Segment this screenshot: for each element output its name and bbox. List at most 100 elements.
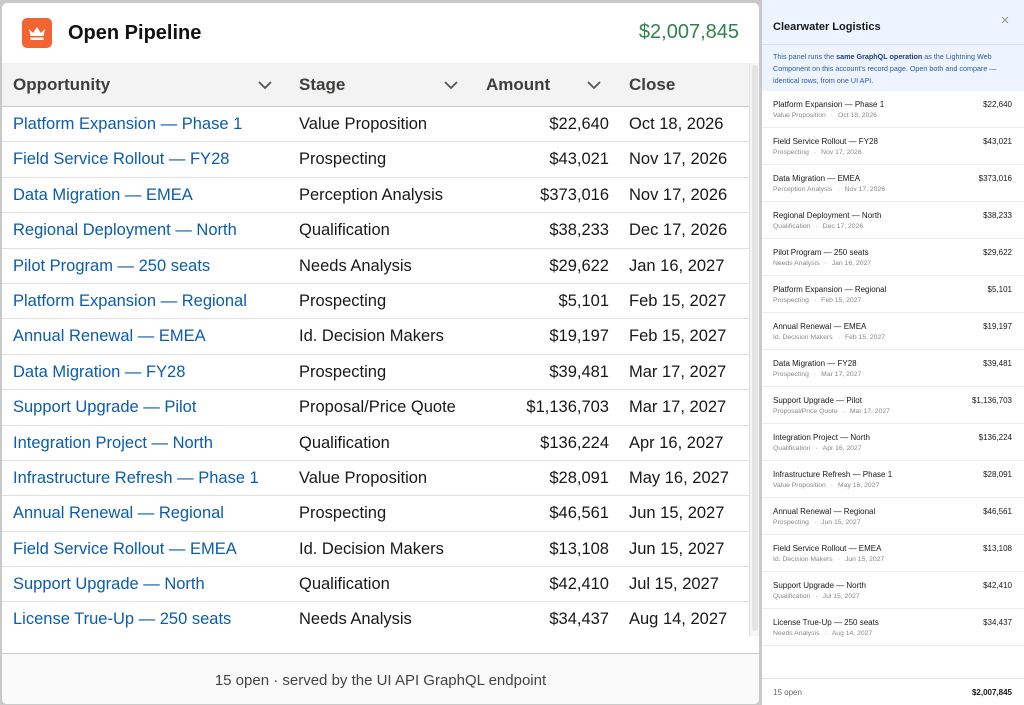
close-date-cell: Feb 15, 2027	[629, 327, 727, 346]
note-text: This panel runs the	[773, 52, 837, 61]
list-item-stage: Perception Analysis	[773, 186, 833, 193]
opportunity-link[interactable]: Pilot Program — 250 seats	[13, 256, 211, 275]
list-item-amount: $38,233	[983, 211, 1012, 220]
column-header-amount[interactable]: Amount	[486, 63, 550, 107]
table-body: Platform Expansion — Phase 1 Value Propos…	[2, 107, 749, 638]
close-icon[interactable]	[1000, 12, 1010, 24]
stage-cell: Proposal/Price Quote	[299, 398, 456, 417]
close-date-cell: Nov 17, 2026	[629, 185, 728, 204]
list-item-stage: Qualification	[773, 593, 811, 600]
list-item: Platform Expansion — Phase 1 Value Propos…	[762, 91, 1024, 128]
list-item-amount: $13,108	[983, 544, 1012, 553]
list-item-close: Feb 15, 2027	[844, 334, 886, 341]
list-item-meta: Qualification · Jul 15, 2027	[773, 593, 860, 600]
list-item-meta: Needs Analysis · Jan 16, 2027	[773, 260, 871, 267]
opportunity-link[interactable]: License True-Up — 250 seats	[13, 610, 232, 629]
table-row: Regional Deployment — North Qualification…	[2, 213, 749, 249]
list-item-meta: Value Proposition · May 16, 2027	[773, 482, 879, 489]
opportunity-link[interactable]: Integration Project — North	[13, 433, 213, 452]
list-item-name: License True-Up — 250 seats	[773, 618, 879, 627]
close-date-cell: Aug 14, 2027	[629, 610, 728, 629]
close-date-cell: Jul 15, 2027	[629, 575, 719, 594]
opportunity-link[interactable]: Annual Renewal — EMEA	[13, 327, 206, 346]
opportunity-link[interactable]: Support Upgrade — Pilot	[13, 398, 197, 417]
meta-separator: ·	[813, 297, 817, 304]
list-item-name: Regional Deployment — North	[773, 211, 882, 220]
meta-separator: ·	[815, 593, 818, 600]
meta-separator: ·	[813, 519, 817, 526]
opportunity-link[interactable]: Platform Expansion — Phase 1	[13, 115, 243, 133]
stage-cell: Value Proposition	[299, 115, 428, 133]
amount-cell: $34,437	[549, 610, 609, 629]
pipeline-card: Open Pipeline $2,007,845 Opportunity Sta…	[1, 2, 760, 705]
card-title: Open Pipeline	[68, 22, 202, 44]
amount-cell: $22,640	[549, 115, 609, 133]
list-item-close: Jun 15, 2027	[844, 556, 885, 563]
opportunity-link[interactable]: Data Migration — EMEA	[13, 185, 193, 204]
opportunity-link[interactable]: Data Migration — FY28	[13, 362, 186, 381]
meta-separator: ·	[830, 112, 834, 119]
stage-cell: Needs Analysis	[299, 610, 412, 629]
close-date-cell: Mar 17, 2027	[629, 362, 727, 381]
stage-cell: Id. Decision Makers	[299, 539, 444, 558]
list-item: Support Upgrade — North Qualification · Jul…	[762, 572, 1024, 609]
list-item-stage: Proposal/Price Quote	[773, 408, 838, 415]
list-item-meta: Qualification · Dec 17, 2026	[773, 223, 863, 230]
chevron-down-icon[interactable]	[256, 63, 274, 107]
column-header-opportunity[interactable]: Opportunity	[13, 63, 110, 107]
vertical-scrollbar[interactable]	[749, 63, 759, 636]
list-item-amount: $5,101	[987, 285, 1012, 294]
list-item: License True-Up — 250 seats Needs Analysi…	[762, 609, 1024, 646]
list-item-meta: Id. Decision Makers · Jun 15, 2027	[773, 556, 884, 563]
table-row: Platform Expansion — Regional Prospecting…	[2, 284, 749, 320]
meta-separator: ·	[813, 371, 817, 378]
opportunity-link[interactable]: Annual Renewal — Regional	[13, 504, 224, 523]
stage-cell: Needs Analysis	[299, 256, 412, 275]
list-item-amount: $136,224	[978, 433, 1012, 442]
opportunity-link[interactable]: Regional Deployment — North	[13, 221, 237, 240]
opportunity-link[interactable]: Platform Expansion — Regional	[13, 291, 247, 310]
table-row: Platform Expansion — Phase 1 Value Propos…	[2, 107, 749, 143]
panel-title: Clearwater Logistics	[773, 21, 881, 33]
list-item-close: Mar 17, 2027	[821, 371, 862, 378]
close-date-cell: Mar 17, 2027	[629, 398, 727, 417]
list-item: Field Service Rollout — FY28 Prospecting ·…	[762, 128, 1024, 165]
opportunity-link[interactable]: Field Service Rollout — FY28	[13, 150, 230, 169]
opportunity-link[interactable]: Support Upgrade — North	[13, 575, 205, 594]
list-item-meta: Prospecting · Nov 17, 2026	[773, 149, 862, 156]
panel-note: This panel runs the same GraphQL operati…	[762, 45, 1024, 91]
amount-cell: $19,197	[549, 327, 609, 346]
close-date-cell: Apr 16, 2027	[629, 433, 724, 452]
column-label: Opportunity	[13, 75, 111, 94]
stage-cell: Qualification	[299, 433, 390, 452]
meta-separator: ·	[815, 223, 818, 230]
column-header-close[interactable]: Close	[629, 63, 675, 107]
panel-header: Clearwater Logistics	[762, 0, 1024, 45]
table-row: Annual Renewal — EMEA Id. Decision Makers…	[2, 319, 749, 355]
close-date-cell: Feb 15, 2027	[629, 291, 727, 310]
amount-cell: $1,136,703	[526, 398, 609, 417]
meta-separator: ·	[837, 186, 840, 193]
chevron-down-icon[interactable]	[585, 63, 603, 107]
scrollbar-thumb[interactable]	[752, 65, 758, 631]
list-item-amount: $19,197	[983, 322, 1012, 331]
list-item: Pilot Program — 250 seats Needs Analysis ·…	[762, 239, 1024, 276]
table-row: Data Migration — EMEA Perception Analysis…	[2, 178, 749, 214]
close-date-cell: Dec 17, 2026	[629, 221, 728, 240]
close-date-cell: Oct 18, 2026	[629, 115, 724, 133]
meta-separator: ·	[815, 445, 818, 452]
stage-cell: Qualification	[299, 575, 390, 594]
opportunity-link[interactable]: Infrastructure Refresh — Phase 1	[13, 468, 259, 487]
opportunity-link[interactable]: Field Service Rollout — EMEA	[13, 539, 237, 558]
chevron-down-icon[interactable]	[442, 63, 460, 107]
amount-cell: $5,101	[558, 291, 609, 310]
table-row: License True-Up — 250 seats Needs Analysi…	[2, 602, 749, 638]
list-item: Annual Renewal — Regional Prospecting · Jun…	[762, 498, 1024, 535]
list-item-close: Feb 15, 2027	[821, 297, 862, 304]
note-bold: same GraphQL operation	[836, 52, 923, 61]
card-footer: 15 open · served by the UI API GraphQL e…	[2, 653, 759, 704]
list-item-meta: Needs Analysis · Aug 14, 2027	[773, 630, 872, 637]
list-item: Data Migration — FY28 Prospecting · Mar 17,…	[762, 350, 1024, 387]
account-side-panel: Clearwater Logistics This panel runs the…	[762, 0, 1024, 705]
column-header-stage[interactable]: Stage	[299, 63, 345, 107]
